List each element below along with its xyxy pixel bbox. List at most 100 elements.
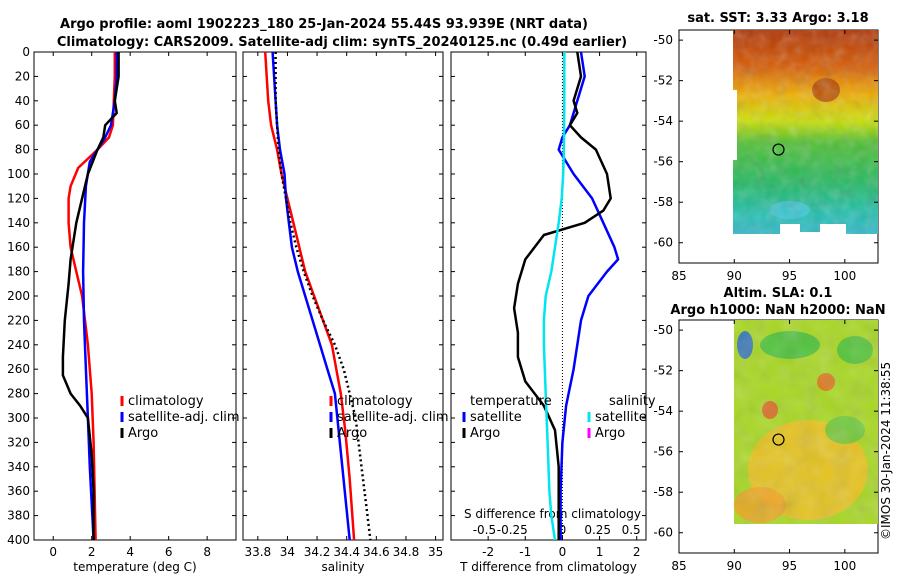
salinity-difference-tick-label: 0.5	[622, 523, 641, 537]
salinity-difference-tick-label: -0.25	[497, 523, 528, 537]
salinity-difference-tick-label: -0.5	[473, 523, 496, 537]
salinity-plot-frame	[242, 51, 444, 541]
sst-argo-location-marker	[772, 143, 785, 156]
temperature-ytick-label: 120	[7, 191, 30, 205]
sst-map-ytick-label: -56	[653, 155, 673, 169]
sla-map-xtick-label: 85	[671, 559, 686, 573]
temperature-ytick-label: 320	[7, 435, 30, 449]
temperature-ytick-label: 300	[7, 411, 30, 425]
sst-map-xtick-label: 100	[833, 269, 856, 283]
difference-xtick-label: 2	[633, 545, 641, 559]
difference-xtick-label: 1	[596, 545, 604, 559]
imos-credit: ©IMOS 30-Jan-2024 11:38:55	[879, 362, 893, 540]
sst-map-ytick-label: -54	[653, 114, 673, 128]
temperature-xtick-label: 0	[49, 545, 57, 559]
salinity-legend-label: satellite-adj. clim	[337, 410, 449, 425]
temperature-legend-label: Argo	[128, 426, 158, 441]
sst-map-ytick-label: -58	[653, 195, 673, 209]
sla-map-xtick-label: 100	[833, 559, 856, 573]
salinity-xtick-label: 34.4	[333, 545, 360, 559]
salinity-difference-axis-label: S difference from climatology	[464, 507, 641, 521]
temperature-ytick-label: 0	[22, 45, 30, 59]
temperature-ytick-label: 20	[15, 69, 30, 83]
sla-texture	[734, 320, 878, 524]
difference-series-temperature-satellite	[557, 51, 620, 540]
salinity-xtick-label: 33.8	[244, 545, 271, 559]
temperature-ytick-label: 60	[15, 118, 30, 132]
temperature-ytick-label: 80	[15, 143, 30, 157]
sla-map-ytick-label: -60	[653, 526, 673, 540]
temperature-plot-frame	[33, 51, 237, 541]
salinity-xlabel: salinity	[321, 560, 364, 574]
sst-map-ytick-label: -60	[653, 236, 673, 250]
temperature-ytick-label: 400	[7, 533, 30, 547]
sla-map-title: Altim. SLA: 0.1	[724, 286, 833, 301]
temperature-ytick-label: 180	[7, 265, 30, 279]
temperature-xtick-label: 6	[165, 545, 173, 559]
sst-map-xtick-label: 95	[782, 269, 797, 283]
temperature-ytick-label: 140	[7, 216, 30, 230]
temperature-ytick-label: 360	[7, 484, 30, 498]
temperature-xtick-label: 2	[88, 545, 96, 559]
difference-xtick-label: -1	[519, 545, 531, 559]
sla-map-xtick-label: 90	[727, 559, 742, 573]
figure-title-line1: Argo profile: aoml 1902223_180 25-Jan-20…	[60, 17, 588, 32]
sla-map-ytick-label: -54	[653, 404, 673, 418]
sla-map-ytick-label: -50	[653, 323, 673, 337]
salinity-panel: 33.8 34 34.2 34.4 34.6 34.8 35 salinity climatol…	[242, 51, 449, 574]
salinity-legend-label: satellite	[595, 410, 647, 425]
temperature-panel: 0 2 4 6 802040608010012014016018020022024026…	[7, 45, 240, 574]
salinity-xtick-label: 34.6	[363, 545, 390, 559]
sla-map-ytick-label: -56	[653, 445, 673, 459]
figure-title-line2: Climatology: CARS2009. Satellite-adj cli…	[57, 35, 627, 50]
salinity-difference-tick-label: 0	[559, 523, 567, 537]
sst-map-xtick-label: 85	[671, 269, 686, 283]
salinity-series-climatology	[263, 51, 356, 541]
difference-xtick-label: 0	[559, 545, 567, 559]
salinity-difference-tick-label: 0.25	[584, 523, 611, 537]
temperature-ytick-label: 340	[7, 460, 30, 474]
temperature-series-climatology	[67, 52, 117, 541]
sst-map-ytick-label: -52	[653, 74, 673, 88]
sla-map-ytick-label: -52	[653, 364, 673, 378]
salinity-xtick-label: 35	[428, 545, 443, 559]
sla-map-panel: Altim. SLA: 0.1 Argo h1000: NaN h2000: N…	[653, 286, 885, 573]
salinity-legend-title: salinity	[609, 394, 656, 409]
temperature-series-satellite-adj-clim	[81, 52, 118, 541]
salinity-xtick-label: 34	[280, 545, 295, 559]
sla-map-subtitle: Argo h1000: NaN h2000: NaN	[670, 303, 885, 318]
temperature-series-argo	[61, 52, 120, 540]
difference-panel: -2 -1 0 1 2T difference from climatology S di…	[450, 51, 656, 574]
temperature-legend-title: temperature	[470, 394, 552, 409]
temperature-legend-label: climatology	[128, 394, 204, 409]
temperature-ytick-label: 240	[7, 338, 30, 352]
sst-texture	[733, 30, 878, 234]
sla-map-ytick-label: -58	[653, 485, 673, 499]
salinity-xtick-label: 34.8	[393, 545, 420, 559]
temperature-ytick-label: 40	[15, 94, 30, 108]
sst-map-panel: sat. SST: 3.33 Argo: 3.18 85 90 95 100 -50 -5…	[653, 11, 879, 283]
temperature-xlabel: temperature (deg C)	[73, 560, 196, 574]
temperature-ytick-label: 160	[7, 240, 30, 254]
sla-map-xtick-label: 95	[782, 559, 797, 573]
salinity-legend-label: Argo	[337, 426, 367, 441]
difference-xlabel: T difference from climatology	[459, 560, 637, 574]
temperature-legend-label: satellite-adj. clim	[128, 410, 240, 425]
temperature-ytick-label: 260	[7, 362, 30, 376]
sst-map-xtick-label: 90	[727, 269, 742, 283]
difference-series-salinity-satellite	[542, 52, 566, 541]
temperature-ytick-label: 200	[7, 289, 30, 303]
difference-xtick-label: -2	[482, 545, 494, 559]
temperature-xtick-label: 4	[126, 545, 134, 559]
sst-map-title: sat. SST: 3.33 Argo: 3.18	[687, 11, 868, 26]
difference-series-temperature-argo	[512, 51, 612, 540]
sla-argo-location-marker	[772, 433, 785, 446]
salinity-xtick-label: 34.2	[304, 545, 331, 559]
sst-map-ytick-label: -50	[653, 33, 673, 47]
temperature-ytick-label: 380	[7, 509, 30, 523]
temperature-legend-label: Argo	[470, 426, 500, 441]
temperature-ytick-label: 100	[7, 167, 30, 181]
temperature-ytick-label: 220	[7, 313, 30, 327]
